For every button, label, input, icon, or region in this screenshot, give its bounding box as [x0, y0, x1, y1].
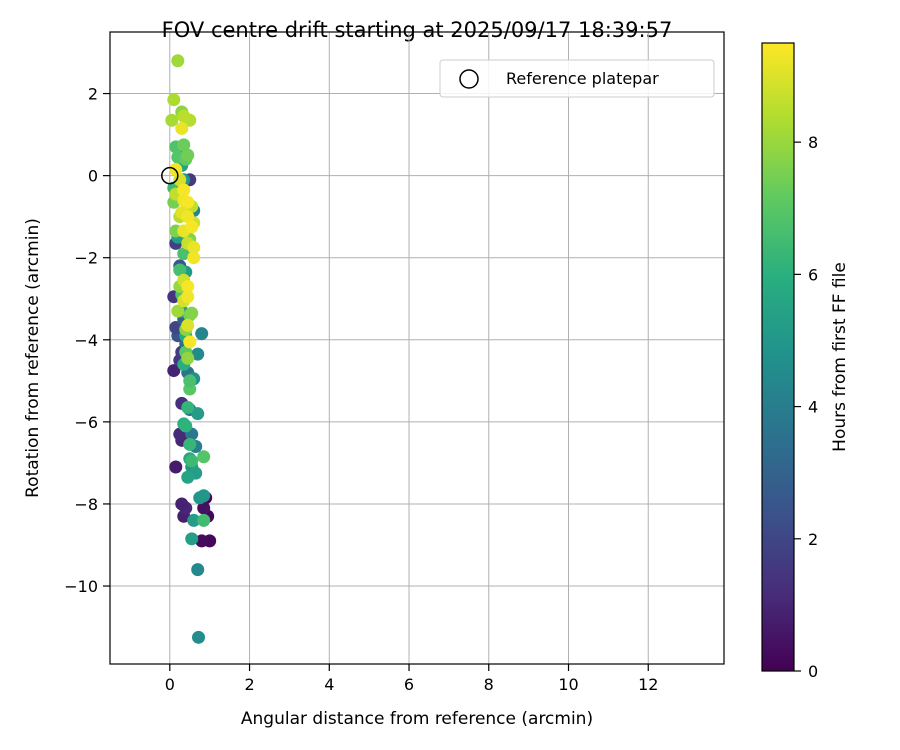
x-tick-label: 12: [638, 675, 658, 694]
colorbar-tick-label: 8: [808, 133, 818, 152]
legend-marker: [459, 69, 479, 89]
y-tick-label: −2: [74, 249, 98, 268]
scatter-point: [173, 263, 187, 277]
scatter-point: [187, 240, 201, 254]
scatter-point: [177, 247, 191, 261]
scatter-point: [181, 210, 195, 224]
scatter-point: [187, 251, 201, 265]
colorbar-label: Hours from first FF file: [830, 262, 850, 452]
scatter-point: [183, 374, 197, 388]
x-axis-label: Angular distance from reference (arcmin): [241, 709, 593, 729]
y-axis-label: Rotation from reference (arcmin): [23, 218, 43, 498]
scatter-point: [183, 335, 197, 349]
scatter-point: [181, 351, 195, 365]
chart-title: FOV centre drift starting at 2025/09/17 …: [162, 18, 673, 42]
scatter-point: [169, 320, 183, 334]
colorbar-ticks: 0 2 4 6 8: [794, 133, 818, 681]
colorbar-gradient: [761, 42, 795, 672]
x-tick-label: 0: [165, 675, 175, 694]
scatter-point: [173, 173, 187, 187]
scatter-point: [181, 279, 195, 293]
scatter-point: [167, 364, 181, 378]
y-tick-label: −8: [74, 495, 98, 514]
legend: Reference platepar: [439, 59, 715, 98]
y-tick-label: −10: [64, 577, 98, 596]
scatter-point: [183, 437, 197, 451]
colorbar-tick-label: 6: [808, 265, 818, 284]
scatter-point: [185, 306, 199, 320]
scatter-point: [195, 534, 209, 548]
scatter-point: [181, 401, 195, 415]
legend-box: [439, 59, 715, 98]
plot-frame: [109, 31, 725, 665]
scatter-point: [181, 148, 195, 162]
colorbar-tick-label: 2: [808, 530, 818, 549]
scatter-point: [197, 501, 211, 515]
scatter-point: [175, 497, 189, 511]
x-tick-label: 10: [558, 675, 578, 694]
scatter-point: [191, 563, 205, 577]
colorbar-tick-label: 4: [808, 398, 818, 417]
scatter-point: [169, 460, 183, 474]
colorbar-tick-label: 0: [808, 662, 818, 681]
y-tick-label: 2: [88, 85, 98, 104]
scatter-point: [185, 454, 199, 468]
scatter-point: [171, 54, 185, 68]
scatter-points: [165, 54, 217, 644]
scatter-point: [191, 407, 205, 421]
scatter-point: [177, 138, 191, 152]
y-tick-label: −4: [74, 331, 98, 350]
scatter-point: [165, 113, 179, 127]
reference-platepar-marker: [161, 166, 179, 185]
scatter-point: [175, 121, 189, 135]
y-tick-label: −6: [74, 413, 98, 432]
scatter-point: [191, 347, 205, 361]
x-tick-label: 8: [484, 675, 494, 694]
scatter-point: [192, 630, 206, 644]
scatter-point: [181, 470, 195, 484]
scatter-point: [181, 318, 195, 332]
scatter-point: [187, 513, 201, 527]
x-tick-label: 2: [244, 675, 254, 694]
scatter-point: [177, 109, 191, 123]
colorbar: 0 2 4 6 8 Hours from first FF file: [761, 42, 850, 681]
scatter-point: [181, 195, 195, 209]
scatter-point: [185, 220, 199, 234]
scatter-point: [167, 93, 181, 107]
x-tick-label: 6: [404, 675, 414, 694]
scatter-point: [171, 304, 185, 318]
scatter-point: [195, 327, 209, 341]
x-tick-label: 4: [324, 675, 334, 694]
scatter-point: [197, 513, 211, 527]
scatter-point: [197, 489, 211, 503]
y-axis-ticks: −10 −8 −6 −4 −2 0 2: [64, 85, 110, 596]
x-axis-ticks: 0 2 4 6 8 10 12: [165, 664, 658, 694]
scatter-point: [185, 532, 199, 546]
scatter-point: [179, 419, 193, 433]
y-tick-label: 0: [88, 167, 98, 186]
scatter-point: [197, 450, 211, 464]
scatter-point: [181, 290, 195, 304]
legend-label: Reference platepar: [506, 69, 659, 88]
scatter-point: [177, 183, 191, 197]
